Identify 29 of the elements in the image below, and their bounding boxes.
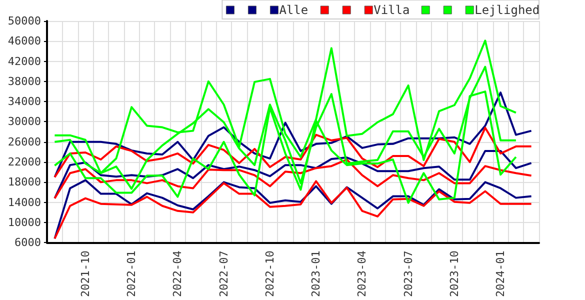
- line-series: [54, 92, 532, 178]
- y-tick-label: 22000: [8, 156, 41, 169]
- x-tick-label: 2023-04: [356, 250, 369, 297]
- line-series: [54, 158, 532, 200]
- line-series: [54, 126, 532, 178]
- y-tick-label: 38000: [8, 74, 41, 88]
- x-tick-label: 2023-07: [402, 250, 415, 297]
- x-tick-label: 2022-04: [171, 250, 184, 297]
- x-tick-label: 2022-07: [217, 250, 230, 297]
- legend-label: Alle: [279, 3, 308, 17]
- x-tick-label: 2022-10: [263, 250, 276, 297]
- legend-label: Villa: [374, 3, 410, 17]
- x-tick-label: 2023-10: [448, 250, 461, 297]
- y-tick-label: 10000: [8, 216, 41, 229]
- y-tick-label: 34000: [8, 95, 41, 108]
- line-series: [54, 150, 532, 200]
- y-tick-label: 18000: [8, 176, 41, 189]
- x-tick-label: 2022-01: [125, 250, 138, 297]
- y-tick-label: 14000: [8, 196, 41, 209]
- x-tick-label: 2023-01: [310, 250, 323, 297]
- x-tick-label: 2021-10: [78, 250, 92, 297]
- x-tick-label: 2024-01: [494, 250, 508, 297]
- y-tick-label: 42000: [8, 54, 41, 68]
- y-tick-label: 6000: [14, 236, 41, 250]
- y-tick-label: 46000: [8, 34, 41, 48]
- y-tick-label: 26000: [8, 135, 41, 148]
- y-tick-label: 50000: [8, 14, 41, 28]
- legend-label: Lejlighed: [474, 3, 540, 17]
- y-tick-label: 30000: [8, 115, 41, 128]
